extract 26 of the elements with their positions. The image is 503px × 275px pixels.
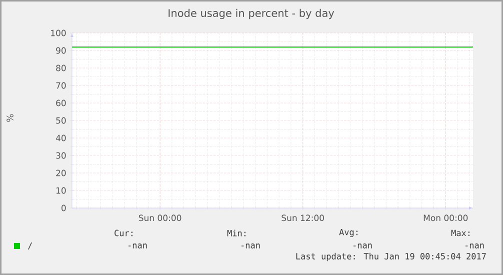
y-tick-label: 10 — [56, 187, 66, 194]
text: Avg: — [339, 228, 358, 238]
y-tick-label: 90 — [56, 47, 66, 54]
text: Max: — [451, 230, 470, 236]
y-tick-label: 100 — [51, 30, 66, 36]
y-tick-label: 20 — [56, 170, 66, 176]
text: Cur: — [114, 230, 132, 236]
x-tick-label: Sun 12:00 — [282, 214, 324, 222]
text: -nan — [128, 244, 147, 248]
y-tick-label: 70 — [56, 82, 66, 89]
x-tick-label: Mon 00:00 — [424, 214, 468, 222]
chart-title: Inode usage in percent - by day — [168, 8, 334, 20]
text: -nan — [242, 244, 260, 248]
y-tick-label: 60 — [56, 100, 66, 106]
y-tick-label: 80 — [56, 64, 66, 72]
text: -nan — [354, 244, 372, 248]
y-axis-title: % — [6, 114, 14, 122]
y-tick-label: 30 — [56, 152, 66, 159]
y-tick-label: 0 — [62, 204, 66, 212]
x-tick-label: Sun 00:00 — [138, 214, 182, 222]
text: -nan — [466, 244, 484, 248]
text: Min: — [227, 230, 246, 236]
y-tick-label: 40 — [56, 134, 66, 142]
text: Last update: Thu Jan 19 00:45:04 2017 — [296, 252, 486, 262]
y-tick-label: 50 — [56, 117, 66, 124]
legend-label: / — [28, 242, 32, 250]
